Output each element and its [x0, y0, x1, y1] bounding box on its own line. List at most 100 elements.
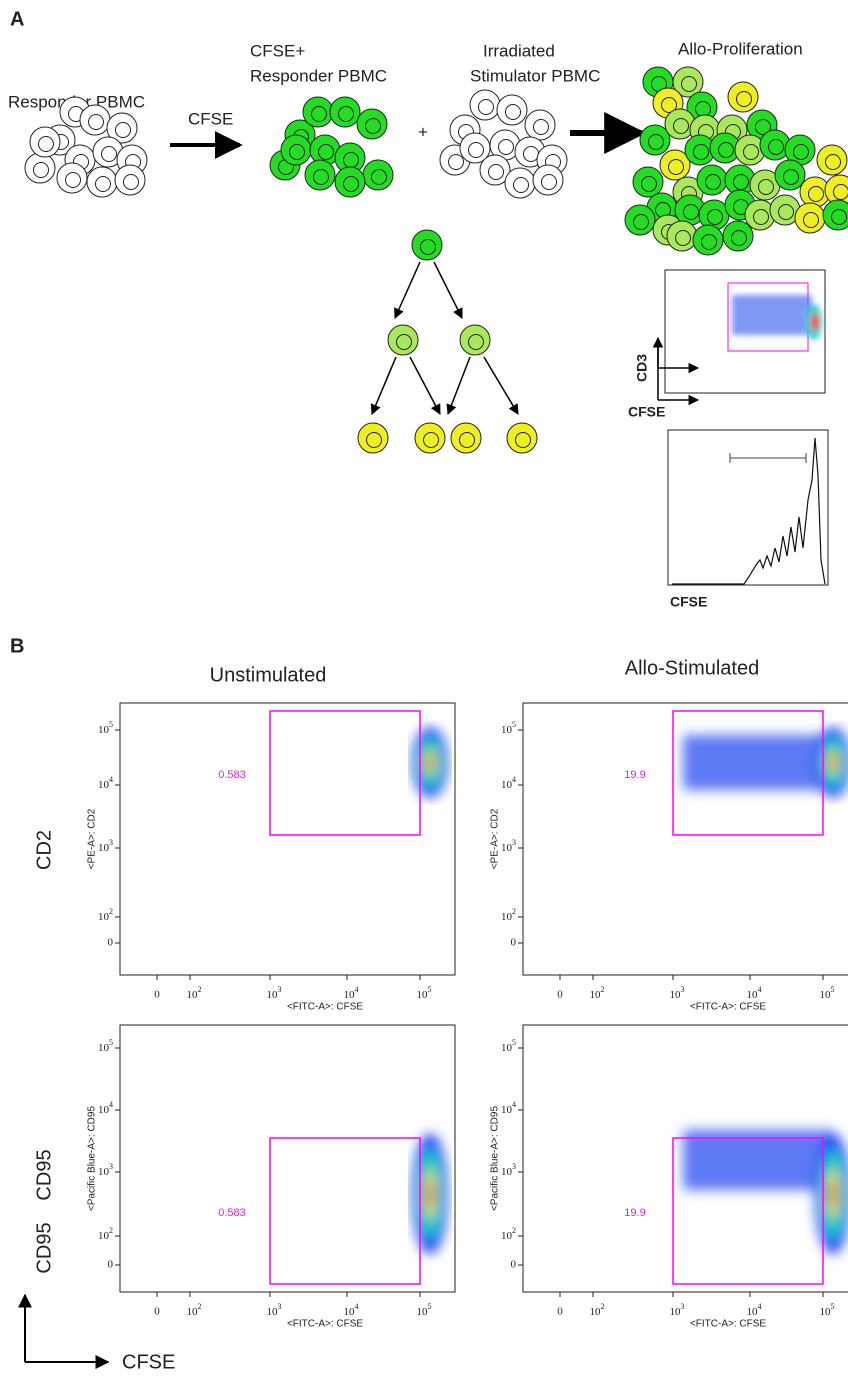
nucleus [101, 146, 117, 162]
tick-base: 10 [501, 842, 513, 854]
cell [504, 167, 536, 199]
cell [532, 164, 564, 196]
tick-exponent: 4 [355, 985, 359, 994]
nucleus [311, 106, 327, 122]
label: Responder PBMC [250, 66, 387, 85]
nucleus [731, 230, 747, 246]
nucleus [366, 432, 382, 448]
cell [639, 124, 671, 156]
cell [666, 220, 698, 252]
tick-base: 10 [820, 989, 832, 1001]
tick-base: 10 [670, 1306, 682, 1318]
density-core [830, 1182, 836, 1206]
cell [302, 96, 334, 128]
tick-base: 10 [98, 1166, 110, 1178]
tick-label: 104 [501, 1100, 516, 1116]
nucleus [641, 176, 657, 192]
tick-label: 0 [108, 937, 114, 949]
nucleus [753, 209, 769, 225]
histogram-curve [672, 437, 826, 585]
tick-label: 105 [98, 720, 113, 736]
row-title: CD2 [33, 830, 55, 870]
cell [722, 220, 754, 252]
column-title: Allo-Stimulated [625, 657, 760, 679]
tick-exponent: 5 [512, 1038, 516, 1047]
tick-exponent: 5 [512, 720, 516, 729]
gate-value: 19.9 [624, 1207, 645, 1219]
tick-base: 10 [187, 1306, 199, 1318]
nucleus [675, 230, 691, 246]
density [732, 295, 822, 340]
cell [822, 199, 848, 231]
cell [506, 422, 538, 454]
nucleus [33, 162, 49, 178]
axis-key: CFSE [122, 1351, 175, 1373]
tick-exponent: 2 [198, 1302, 202, 1311]
cell [29, 126, 61, 158]
tick-exponent: 3 [109, 1162, 113, 1171]
x-axis-title: <FITC-A>: CFSE [287, 1002, 363, 1013]
nucleus [736, 91, 752, 107]
tick-exponent: 4 [758, 985, 762, 994]
tick-base: 10 [187, 989, 199, 1001]
nucleus [705, 174, 721, 190]
nucleus [718, 142, 734, 158]
nucleus [758, 179, 774, 195]
cell [524, 109, 556, 141]
tick-base: 10 [747, 989, 759, 1001]
nucleus [313, 169, 329, 185]
tick-base: 10 [98, 1042, 110, 1054]
tick-base: 10 [98, 911, 110, 923]
tick-exponent: 4 [758, 1302, 762, 1311]
tick-exponent: 3 [681, 1302, 685, 1311]
density [412, 1134, 448, 1254]
tick-exponent: 3 [278, 985, 282, 994]
nucleus [831, 209, 847, 225]
tick-base: 10 [501, 1230, 513, 1242]
nucleus [693, 144, 709, 160]
plot-frame [119, 1024, 456, 1293]
tick-label: 105 [501, 720, 516, 736]
tick-label: 103 [670, 1302, 685, 1318]
nucleus [65, 172, 81, 188]
nucleus [420, 239, 436, 255]
tick-label: 102 [501, 907, 516, 923]
tick-base: 10 [98, 1230, 110, 1242]
gate [269, 1137, 421, 1285]
gate-value: 0.583 [218, 769, 246, 781]
tick-label: 0 [511, 1259, 517, 1271]
tick-base: 10 [501, 911, 513, 923]
nucleus [733, 174, 749, 190]
nucleus [783, 169, 799, 185]
tick-label: 102 [98, 907, 113, 923]
tick-base: 10 [417, 1306, 429, 1318]
nucleus [396, 334, 412, 350]
tick-base: 10 [501, 1042, 513, 1054]
nucleus [701, 234, 717, 250]
cell [692, 224, 724, 256]
cell [727, 81, 759, 113]
tick-label: 103 [98, 838, 113, 854]
nucleus [768, 139, 784, 155]
tick-base: 10 [98, 724, 110, 736]
cell [356, 108, 388, 140]
cell [414, 422, 446, 454]
tick-label: 105 [820, 1302, 835, 1318]
y-axis-title: <Pacific Blue-A>: CD95 [87, 1106, 98, 1211]
tick-base: 10 [501, 724, 513, 736]
tick-exponent: 3 [512, 1162, 516, 1171]
x-axis-title: <FITC-A>: CFSE [690, 1002, 766, 1013]
row-title: CD95 [33, 1149, 55, 1200]
nucleus [793, 144, 809, 160]
tick-exponent: 2 [512, 907, 516, 916]
nucleus [371, 169, 387, 185]
tick-label: 103 [267, 1302, 282, 1318]
tick-base: 10 [501, 1166, 513, 1178]
nucleus [743, 144, 759, 160]
nucleus [673, 118, 689, 134]
cell [56, 162, 88, 194]
cell [459, 324, 491, 356]
cells [24, 66, 848, 454]
